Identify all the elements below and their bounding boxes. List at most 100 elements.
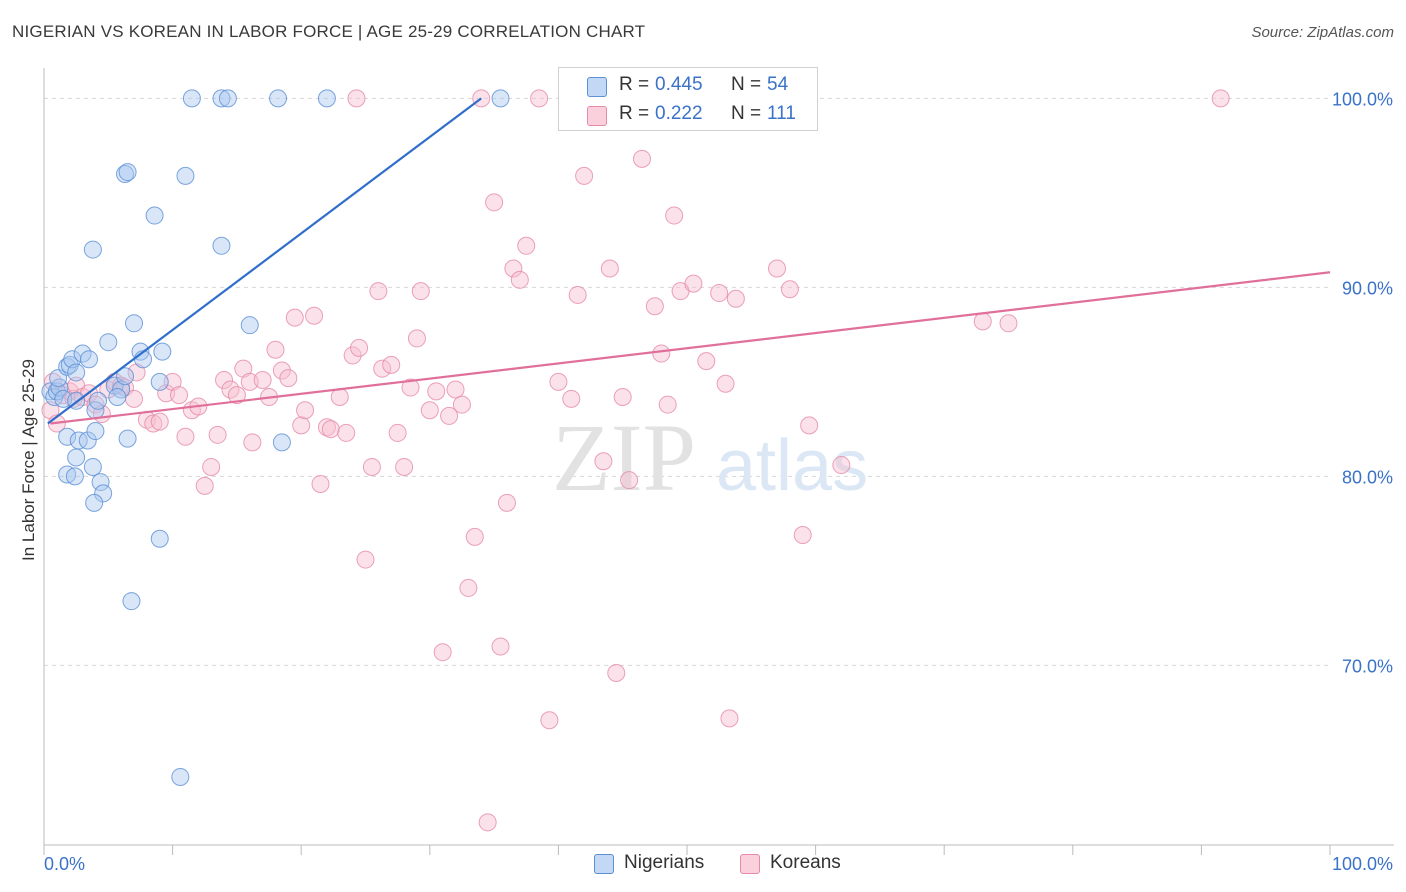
nigerian-point (116, 367, 135, 386)
nigerian-point (269, 89, 288, 108)
grid (44, 97, 1330, 666)
n-value: 111 (767, 103, 796, 124)
nigerian-point (67, 363, 86, 382)
korean-point (279, 369, 298, 388)
korean-point (600, 259, 619, 278)
n-label: N = (731, 103, 762, 124)
korean-point (369, 282, 388, 301)
korean-point (485, 193, 504, 212)
korean-point (510, 270, 529, 289)
korean-point (127, 363, 146, 382)
korean-point (716, 374, 735, 393)
korean-point (395, 457, 414, 476)
nigerian-point (108, 388, 127, 407)
nigerian-point (94, 484, 113, 503)
legend-row-nigerians: R = 0.445 N = 54 (559, 71, 817, 101)
nigerian-point (317, 89, 336, 108)
korean-point (215, 371, 234, 389)
korean-point (343, 346, 362, 365)
watermark-zip: ZIP (552, 404, 696, 511)
nigerians-swatch (594, 854, 614, 874)
korean-point (350, 338, 369, 357)
korean-point (234, 359, 253, 378)
korean-point (243, 433, 262, 452)
korean-point (562, 389, 581, 408)
korean-point (973, 312, 992, 331)
korean-point (373, 359, 392, 378)
nigerian-point (118, 429, 137, 448)
korean-point (411, 282, 430, 301)
korean-point (465, 527, 484, 546)
nigerian-point (116, 164, 135, 183)
nigerian-point (218, 89, 237, 108)
korean-point (382, 355, 401, 374)
nigerian-point (91, 473, 110, 492)
nigerian-point (83, 457, 102, 476)
nigerian-point (150, 372, 169, 391)
nigerian-point (83, 240, 102, 259)
r-value: 0.222 (655, 103, 703, 124)
korean-point (195, 476, 214, 495)
nigerian-point (171, 767, 190, 786)
nigerian-point (99, 333, 118, 352)
korean-point (710, 284, 729, 303)
korean-point (452, 395, 471, 414)
nigerian-point (58, 465, 77, 484)
korean-point (575, 166, 594, 185)
nigerian-point (89, 391, 108, 410)
stats-legend: R = 0.445 N = 54 R = 0.222 N = 111 (558, 67, 818, 131)
korean-point (665, 206, 684, 225)
trend-lines (47, 97, 1331, 425)
nigerian-point (65, 467, 84, 486)
korean-point (613, 388, 632, 407)
korean-point (459, 578, 478, 597)
nigerians-trend-line (47, 97, 482, 425)
y-tick-label: 80.0% (1342, 467, 1393, 487)
nigerian-point (118, 163, 137, 182)
korean-point (407, 329, 426, 348)
korean-point (150, 412, 169, 431)
korean-point (652, 344, 671, 363)
korean-point (292, 416, 311, 435)
koreans-swatch (587, 106, 607, 126)
x-tick-label: 100.0% (1332, 854, 1393, 874)
nigerian-point (78, 431, 97, 450)
korean-point (768, 259, 787, 278)
korean-point (272, 361, 291, 380)
korean-point (504, 259, 523, 278)
korean-point (176, 427, 195, 446)
korean-point (362, 457, 381, 476)
korean-point (446, 380, 465, 399)
korean-point (530, 89, 549, 108)
nigerian-point (85, 493, 104, 512)
tick-labels: 70.0% 80.0% 90.0% 100.0% 0.0% 100.0% (44, 89, 1393, 874)
korean-point (999, 314, 1018, 333)
y-axis-label: In Labor Force | Age 25-29 (19, 359, 38, 561)
korean-point (356, 550, 375, 569)
korean-point (800, 416, 819, 435)
n-label: N = (731, 74, 762, 95)
korean-point (266, 340, 285, 359)
nigerian-point (58, 427, 77, 446)
koreans-swatch (740, 854, 760, 874)
korean-point (227, 386, 246, 405)
korean-point (420, 401, 439, 420)
x-tick-label: 0.0% (44, 854, 85, 874)
korean-point (337, 423, 356, 442)
korean-point (658, 395, 677, 414)
nigerian-point (491, 89, 510, 108)
nigerian-point (182, 89, 201, 108)
nigerian-point (80, 350, 99, 369)
korean-point (632, 149, 651, 168)
y-tick-label: 100.0% (1332, 89, 1393, 109)
nigerian-point (50, 378, 69, 397)
nigerian-point (122, 592, 141, 611)
nigerian-point (150, 529, 169, 548)
r-label: R = (619, 103, 650, 124)
korean-point (347, 89, 366, 108)
nigerians-points (41, 89, 510, 786)
korean-point (311, 474, 330, 493)
korean-point (497, 493, 516, 512)
n-value: 54 (767, 74, 789, 95)
